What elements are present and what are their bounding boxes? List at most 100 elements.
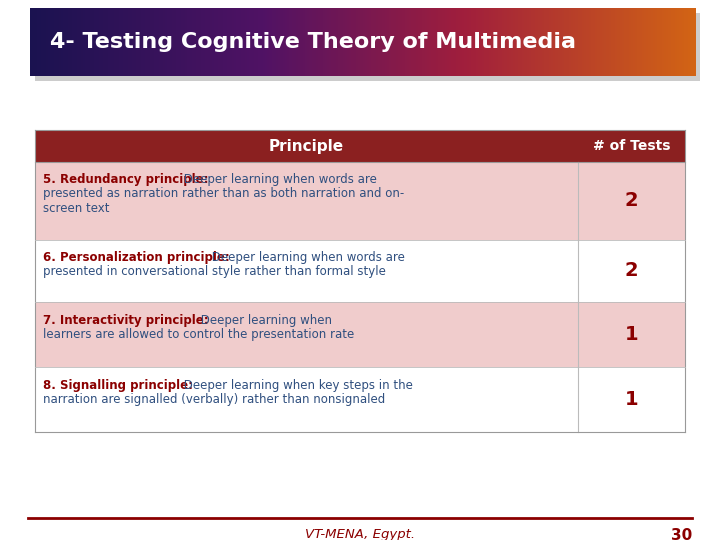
Bar [52,8,55,76]
Bar [413,8,416,76]
Bar [294,8,297,76]
Bar [460,8,463,76]
Bar [103,8,106,76]
Bar [600,8,603,76]
Bar [684,8,687,76]
Bar [333,8,336,76]
Bar [265,8,268,76]
Bar [216,8,219,76]
Text: Deeper learning when: Deeper learning when [197,314,332,327]
Bar [507,8,509,76]
Text: 1: 1 [624,325,638,344]
Bar [68,8,71,76]
Bar [300,8,303,76]
Bar [225,8,228,76]
Bar [94,8,97,76]
Bar [105,8,108,76]
Bar [518,8,521,76]
Bar [649,8,651,76]
Bar [305,8,307,76]
Bar [551,8,554,76]
Bar [502,8,505,76]
Bar [382,8,385,76]
Bar [575,8,578,76]
Bar [214,8,217,76]
Bar [101,8,104,76]
Bar [234,8,237,76]
Bar [310,8,312,76]
Text: 2: 2 [624,192,638,211]
Bar [446,8,449,76]
Bar [287,8,290,76]
Bar [336,8,338,76]
Bar [96,8,99,76]
Bar [637,8,640,76]
Bar [584,8,587,76]
Bar [296,8,299,76]
Bar [498,8,500,76]
Bar [427,8,430,76]
Bar [318,8,321,76]
Bar [269,8,272,76]
Text: 4- Testing Cognitive Theory of Multimedia: 4- Testing Cognitive Theory of Multimedi… [50,32,576,52]
Bar [436,8,438,76]
Bar [314,8,317,76]
Bar [598,8,600,76]
Bar [276,8,279,76]
Bar [74,8,77,76]
Bar [402,8,405,76]
Bar [349,8,352,76]
Bar [467,8,469,76]
Bar [444,8,447,76]
Bar [365,8,367,76]
Bar [35,367,685,432]
Bar [360,8,363,76]
Bar [391,8,394,76]
Bar [411,8,414,76]
Bar [516,8,518,76]
Bar [207,8,210,76]
Bar [629,8,631,76]
Bar [37,8,40,76]
Bar [520,8,523,76]
Bar [278,8,281,76]
Bar [189,8,192,76]
Bar [462,8,465,76]
Bar [464,8,467,76]
Bar [653,8,656,76]
Bar [431,8,434,76]
Bar [536,8,538,76]
Bar [84,8,86,76]
Bar [238,8,241,76]
Bar [615,8,618,76]
Bar [249,8,252,76]
Bar [32,8,35,76]
Bar [35,162,685,240]
Bar [43,8,46,76]
Bar [485,8,487,76]
Bar [440,8,443,76]
Bar [210,8,212,76]
Bar [197,8,199,76]
Bar [261,8,264,76]
Bar [553,8,556,76]
Bar [119,8,122,76]
Bar [531,8,534,76]
Bar [389,8,392,76]
Bar [380,8,383,76]
Bar [415,8,418,76]
Bar [469,8,472,76]
Bar [577,8,580,76]
Bar [256,8,258,76]
Text: 30: 30 [671,528,692,540]
Bar [644,8,647,76]
Bar [602,8,605,76]
Bar [513,8,516,76]
Bar [471,8,474,76]
Bar [571,8,574,76]
Bar [121,8,124,76]
Bar [387,8,390,76]
Bar [243,8,246,76]
Bar [580,8,582,76]
Bar [573,8,576,76]
